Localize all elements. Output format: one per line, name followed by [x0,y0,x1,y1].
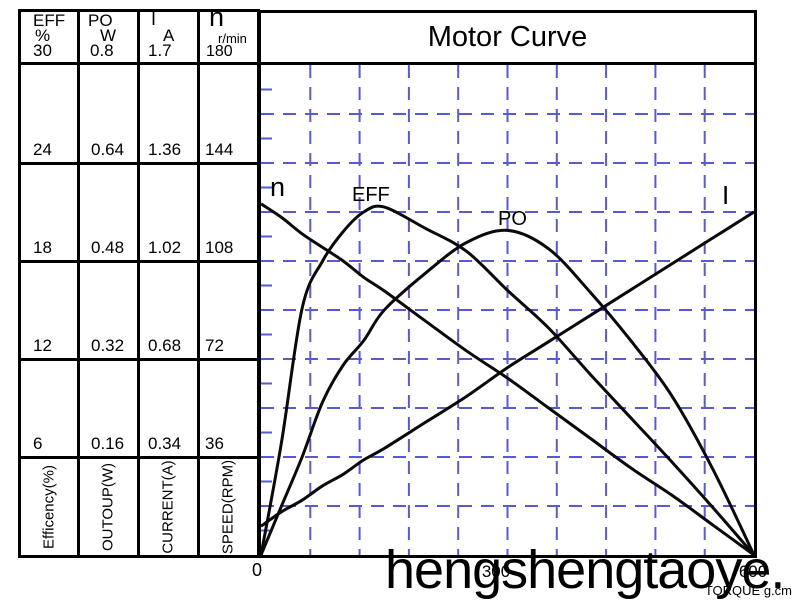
eff-tick: 6 [33,434,43,453]
current-axis-name: I [151,9,157,29]
current-axis-max: 1.7 [148,41,172,60]
chart-title-box: Motor Curve [258,10,757,65]
efficiency-axis-label: Efficency(%) [40,465,58,549]
current-curve-label: I [722,180,730,210]
table-row-divider [18,260,260,263]
eff-axis-unit: % [35,26,51,45]
x-tick-0: 0 [251,560,262,580]
po-tick: 0.48 [91,238,125,257]
table-column-divider [197,9,200,558]
speed-tick: 36 [205,434,224,453]
speed-curve-label: n [270,172,286,202]
current-axis-unit: A [163,26,175,45]
current-tick: 0.34 [148,434,182,453]
speed-axis-max: 180 [206,43,233,60]
current-tick: 0.68 [148,336,182,355]
speed-tick: 144 [205,140,234,159]
x-axis-label: TORQUE g.cm [704,583,792,598]
watermark-text: hengshengtaoye. [385,540,785,600]
table-row-divider [18,162,260,165]
po-tick: 0.32 [91,336,125,355]
table-row-divider [18,358,260,361]
x-tick-600: 600 [738,562,768,581]
eff-axis-max: 30 [33,41,52,60]
chart-title: Motor Curve [427,21,588,53]
power-curve-label: PO [498,208,527,230]
table-column-divider [137,9,140,558]
eff-tick: 18 [33,238,52,257]
output-axis-label: OUTOUP(W) [99,462,117,552]
current-tick: 1.36 [148,140,182,159]
eff-axis-name: EFF [33,11,66,30]
po-axis-name: PO [88,11,113,30]
table-row-divider [18,456,260,459]
current-axis-label: CURRENT(A) [159,460,177,554]
speed-axis-label: SPEED(RPM) [219,459,237,555]
speed-axis-unit: r/min [218,31,247,46]
table-header-divider [18,62,260,65]
po-axis-unit: W [100,26,117,45]
eff-tick: 12 [33,336,52,355]
efficiency-curve-label: EFF [352,184,390,206]
po-axis-max: 0.8 [90,41,114,60]
po-tick: 0.16 [91,434,125,453]
plot-area [258,62,757,558]
po-tick: 0.64 [91,140,125,159]
speed-tick: 72 [205,336,224,355]
speed-tick: 108 [205,238,234,257]
current-tick: 1.02 [148,238,182,257]
speed-axis-name: n [209,2,225,32]
x-tick-300: 300 [481,562,511,581]
table-column-divider [77,9,80,558]
grid-and-curves [261,65,754,555]
eff-tick: 24 [33,140,52,159]
